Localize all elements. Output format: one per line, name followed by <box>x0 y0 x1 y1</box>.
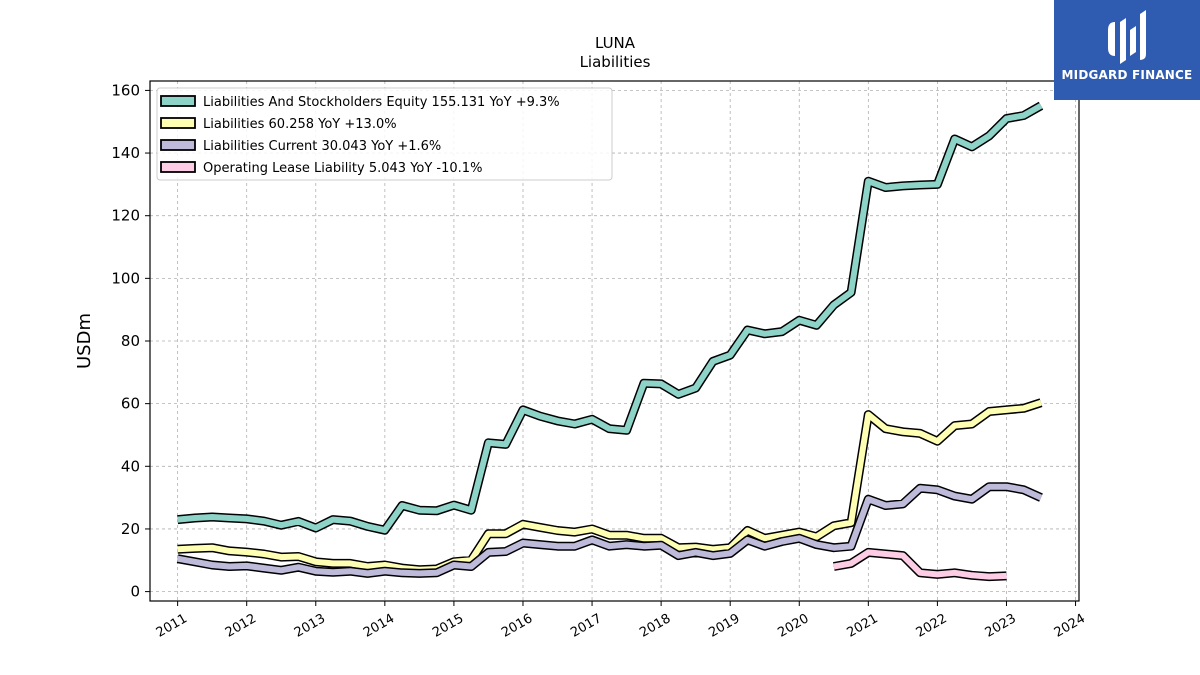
x-tick-label: 2024 <box>1052 611 1088 641</box>
y-tick-label: 80 <box>121 332 140 350</box>
legend-box <box>156 87 613 181</box>
series-line <box>177 483 1043 577</box>
legend-label: Liabilities Current 30.043 YoY +1.6% <box>203 139 441 154</box>
x-tick-label: 2018 <box>637 611 673 641</box>
x-tick-label: 2021 <box>845 611 881 641</box>
x-tick-label: 2013 <box>292 611 328 641</box>
x-tick-label: 2019 <box>706 611 742 641</box>
series-lines <box>176 101 1044 582</box>
series-3 <box>833 547 1007 582</box>
chart-subtitle: Liabilities <box>580 53 651 71</box>
x-tick-label: 2022 <box>914 611 950 641</box>
chart-title: LUNA <box>595 34 636 52</box>
y-tick-label: 160 <box>111 81 140 99</box>
y-tick-label: 0 <box>130 583 140 601</box>
midgard-logo-icon <box>1108 10 1146 64</box>
series-line <box>177 399 1042 573</box>
x-tick-label: 2015 <box>430 611 466 641</box>
y-tick-label: 20 <box>121 520 140 538</box>
x-tick-label: 2017 <box>568 611 604 641</box>
x-tick-label: 2020 <box>775 611 811 641</box>
y-tick-label: 60 <box>121 395 140 413</box>
x-tick-label: 2011 <box>154 611 190 641</box>
brand-logo: MIDGARD FINANCE <box>1054 0 1200 100</box>
x-tick-label: 2023 <box>983 611 1019 641</box>
legend-label: Liabilities And Stockholders Equity 155.… <box>203 95 560 110</box>
y-tick-label: 140 <box>111 144 140 162</box>
legend-swatch <box>160 161 196 173</box>
series-2 <box>176 482 1043 578</box>
y-tick-label: 100 <box>111 269 140 287</box>
y-tick-label: 120 <box>111 207 140 225</box>
legend-swatch <box>160 139 196 151</box>
series-line <box>177 103 1043 534</box>
legend: Liabilities And Stockholders Equity 155.… <box>156 87 613 181</box>
y-tick-label: 40 <box>121 457 140 475</box>
legend-swatch <box>160 117 196 129</box>
x-tick-label: 2014 <box>361 611 397 641</box>
series-1 <box>177 398 1043 575</box>
legend-label: Liabilities 60.258 YoY +13.0% <box>203 117 397 132</box>
x-tick-label: 2012 <box>223 611 259 641</box>
brand-name: MIDGARD FINANCE <box>1061 68 1193 82</box>
legend-swatch <box>160 95 196 107</box>
y-axis-label: USDm <box>74 313 95 369</box>
x-tick-label: 2016 <box>499 611 535 641</box>
legend-label: Operating Lease Liability 5.043 YoY -10.… <box>203 161 482 176</box>
series-0 <box>177 101 1044 535</box>
series-line <box>833 549 1007 580</box>
